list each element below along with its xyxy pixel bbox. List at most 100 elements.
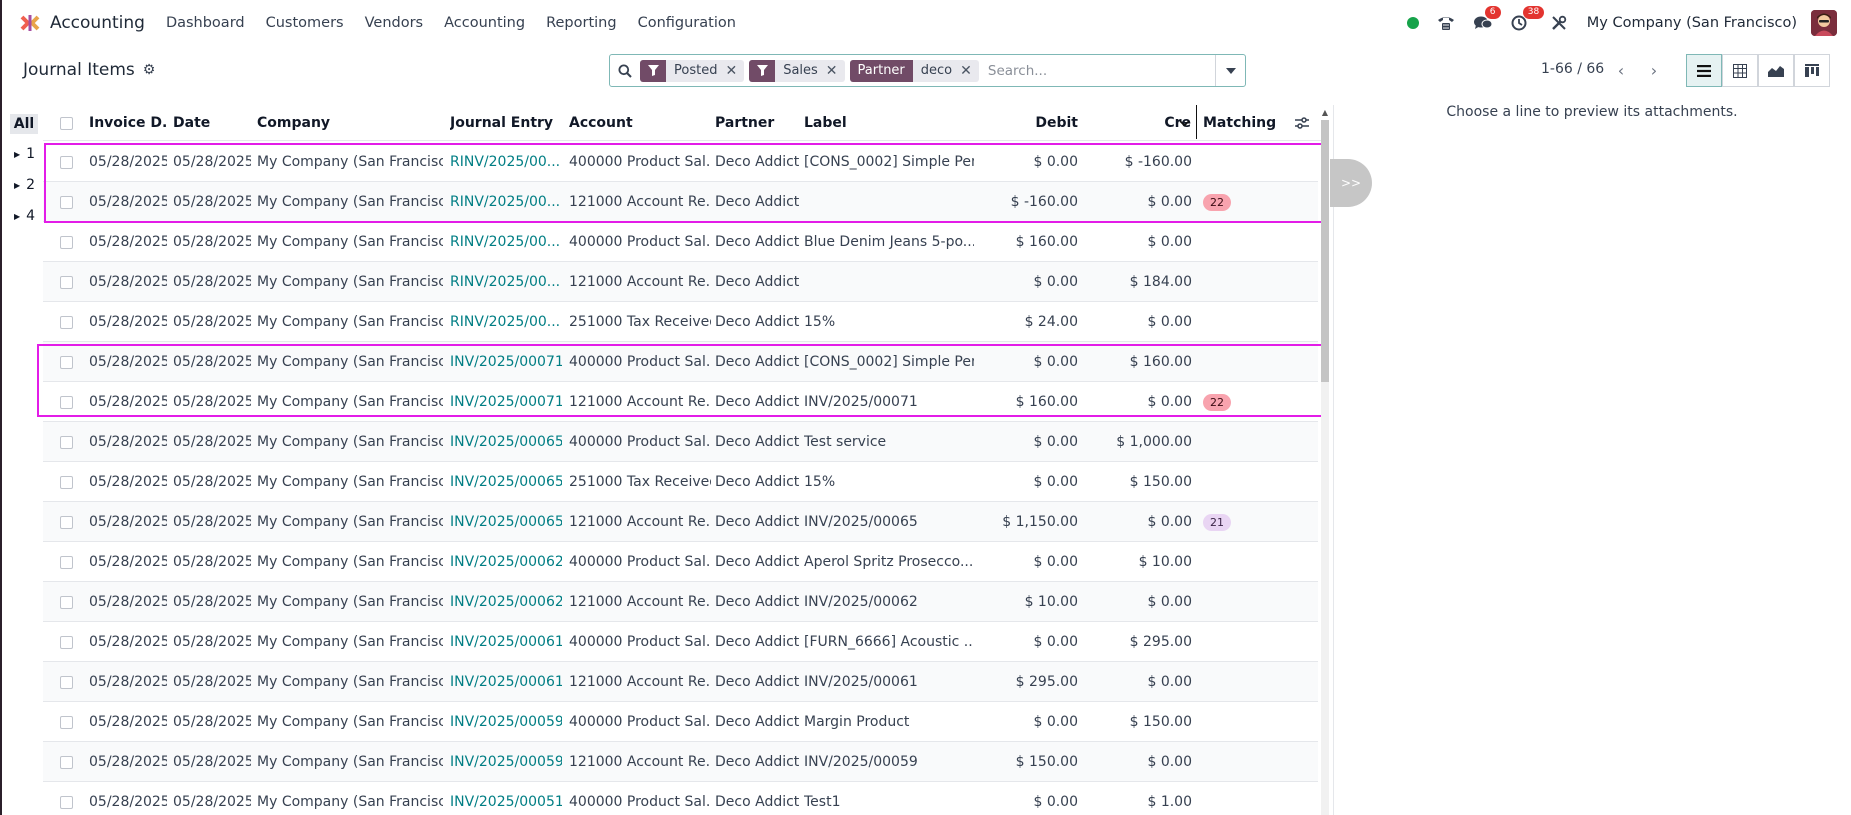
cell-journal-entry[interactable]: INV/2025/00061 [450, 634, 562, 650]
table-row[interactable]: 05/28/2025 05/28/2025 My Company (San Fran… [43, 262, 1318, 302]
cell-journal-entry[interactable]: INV/2025/00059 [450, 714, 562, 730]
menu-vendors[interactable]: Vendors [364, 15, 424, 31]
cell-journal-entry[interactable]: RINV/2025/00... [450, 274, 561, 290]
cell-journal-entry[interactable]: INV/2025/00059 [450, 754, 562, 770]
user-avatar[interactable] [1811, 10, 1837, 36]
cell-journal-entry[interactable]: INV/2025/00065 [450, 474, 562, 490]
group-item[interactable]: ▶ 4 [14, 208, 35, 224]
column-date[interactable]: Date [173, 115, 211, 131]
app-logo-icon[interactable] [20, 13, 40, 33]
search-input[interactable] [987, 62, 1198, 79]
column-resize-handle[interactable] [1196, 105, 1197, 139]
row-checkbox[interactable] [60, 662, 73, 702]
cell-journal-entry[interactable]: RINV/2025/00... [450, 234, 561, 250]
table-row[interactable]: 05/28/2025 05/28/2025 My Company (San Fran… [43, 422, 1318, 462]
table-row[interactable]: 05/28/2025 05/28/2025 My Company (San Fran… [43, 502, 1318, 542]
cell-journal-entry[interactable]: INV/2025/00071 [450, 354, 562, 370]
table-row[interactable]: 05/28/2025 05/28/2025 My Company (San Fran… [43, 742, 1318, 782]
graph-view-button[interactable] [1758, 54, 1794, 87]
row-checkbox[interactable] [60, 222, 73, 262]
row-checkbox[interactable] [60, 422, 73, 462]
table-row[interactable]: 05/28/2025 05/28/2025 My Company (San Fran… [43, 782, 1318, 815]
cell-journal-entry[interactable]: INV/2025/00062 [450, 594, 562, 610]
table-row[interactable]: 05/28/2025 05/28/2025 My Company (San Fran… [43, 662, 1318, 702]
cell-journal-entry[interactable]: INV/2025/00065 [450, 514, 562, 530]
column-label[interactable]: Label [804, 115, 847, 131]
search-options-toggle[interactable] [1215, 55, 1245, 86]
menu-customers[interactable]: Customers [265, 15, 344, 31]
list-view-button[interactable] [1686, 54, 1722, 87]
table-row[interactable]: 05/28/2025 05/28/2025 My Company (San Fran… [43, 382, 1318, 422]
company-switcher[interactable]: My Company (San Francisco) [1586, 15, 1797, 31]
column-invoice-date[interactable]: Invoice D... [89, 115, 167, 131]
row-checkbox[interactable] [60, 582, 73, 622]
vertical-scrollbar[interactable] [1321, 120, 1329, 815]
row-checkbox[interactable] [60, 742, 73, 782]
remove-facet-icon[interactable]: ✕ [725, 62, 738, 79]
row-checkbox[interactable] [60, 782, 73, 815]
row-checkbox[interactable] [60, 702, 73, 742]
phone-icon[interactable] [1437, 15, 1455, 31]
cell-journal-entry[interactable]: INV/2025/00061 [450, 674, 562, 690]
kanban-view-button[interactable] [1794, 54, 1830, 87]
pager-value[interactable]: 1-66 / 66 [1541, 61, 1605, 77]
table-row[interactable]: 05/28/2025 05/28/2025 My Company (San Fran… [43, 182, 1318, 222]
column-matching[interactable]: Matching [1203, 115, 1277, 131]
row-checkbox[interactable] [60, 462, 73, 502]
group-all[interactable]: All [10, 114, 38, 134]
select-all-checkbox[interactable] [60, 105, 73, 141]
table-row[interactable]: 05/28/2025 05/28/2025 My Company (San Fran… [43, 302, 1318, 342]
table-row[interactable]: 05/28/2025 05/28/2025 My Company (San Fran… [43, 342, 1318, 382]
menu-dashboard[interactable]: Dashboard [165, 15, 245, 31]
column-journal-entry[interactable]: Journal Entry [450, 115, 554, 131]
search-bar[interactable]: Posted ✕ Sales ✕ Partner deco ✕ [609, 54, 1246, 87]
scrollbar-thumb[interactable] [1321, 120, 1329, 382]
search-icon[interactable] [610, 64, 640, 78]
preview-toggle-button[interactable]: >> [1330, 159, 1372, 207]
group-item[interactable]: ▶ 1 [14, 146, 35, 162]
row-checkbox[interactable] [60, 182, 73, 222]
table-row[interactable]: 05/28/2025 05/28/2025 My Company (San Fran… [43, 222, 1318, 262]
scroll-up-arrow-icon[interactable]: ▲ [1321, 108, 1329, 117]
pager-previous-icon[interactable]: ‹ [1617, 60, 1625, 80]
cell-journal-entry[interactable]: RINV/2025/00... [450, 314, 561, 330]
cell-journal-entry[interactable]: INV/2025/00062 [450, 554, 562, 570]
cell-journal-entry[interactable]: RINV/2025/00... [450, 154, 561, 170]
messages-icon[interactable]: 6 [1473, 6, 1501, 31]
cell-journal-entry[interactable]: INV/2025/00051 [450, 794, 562, 810]
cell-journal-entry[interactable]: INV/2025/00065 [450, 434, 562, 450]
debug-tools-icon[interactable] [1551, 15, 1567, 31]
row-checkbox[interactable] [60, 342, 73, 382]
row-checkbox[interactable] [60, 302, 73, 342]
row-checkbox[interactable] [60, 142, 73, 182]
table-row[interactable]: 05/28/2025 05/28/2025 My Company (San Fran… [43, 142, 1318, 182]
menu-accounting[interactable]: Accounting [444, 15, 526, 31]
menu-configuration[interactable]: Configuration [637, 15, 736, 31]
cell-journal-entry[interactable]: RINV/2025/00... [450, 194, 561, 210]
table-row[interactable]: 05/28/2025 05/28/2025 My Company (San Fran… [43, 622, 1318, 662]
column-account[interactable]: Account [569, 115, 633, 131]
pivot-view-button[interactable] [1722, 54, 1758, 87]
sort-desc-icon[interactable] [1179, 105, 1195, 141]
column-credit[interactable]: Cre [1151, 105, 1191, 141]
table-row[interactable]: 05/28/2025 05/28/2025 My Company (San Fran… [43, 542, 1318, 582]
gear-icon[interactable]: ⚙ [142, 62, 156, 78]
row-checkbox[interactable] [60, 502, 73, 542]
pager-next-icon[interactable]: › [1650, 60, 1658, 80]
column-partner[interactable]: Partner [715, 115, 775, 131]
table-row[interactable]: 05/28/2025 05/28/2025 My Company (San Fran… [43, 702, 1318, 742]
group-item[interactable]: ▶ 2 [14, 177, 35, 193]
menu-reporting[interactable]: Reporting [546, 15, 617, 31]
row-checkbox[interactable] [60, 622, 73, 662]
column-company[interactable]: Company [257, 115, 331, 131]
column-debit[interactable]: Debit [1035, 115, 1078, 131]
table-row[interactable]: 05/28/2025 05/28/2025 My Company (San Fran… [43, 462, 1318, 502]
table-row[interactable]: 05/28/2025 05/28/2025 My Company (San Fran… [43, 582, 1318, 622]
remove-facet-icon[interactable]: ✕ [825, 62, 838, 79]
row-checkbox[interactable] [60, 382, 73, 422]
remove-facet-icon[interactable]: ✕ [960, 62, 972, 79]
row-checkbox[interactable] [60, 542, 73, 582]
row-checkbox[interactable] [60, 262, 73, 302]
cell-journal-entry[interactable]: INV/2025/00071 [450, 394, 562, 410]
optional-columns-icon[interactable] [1295, 105, 1313, 141]
